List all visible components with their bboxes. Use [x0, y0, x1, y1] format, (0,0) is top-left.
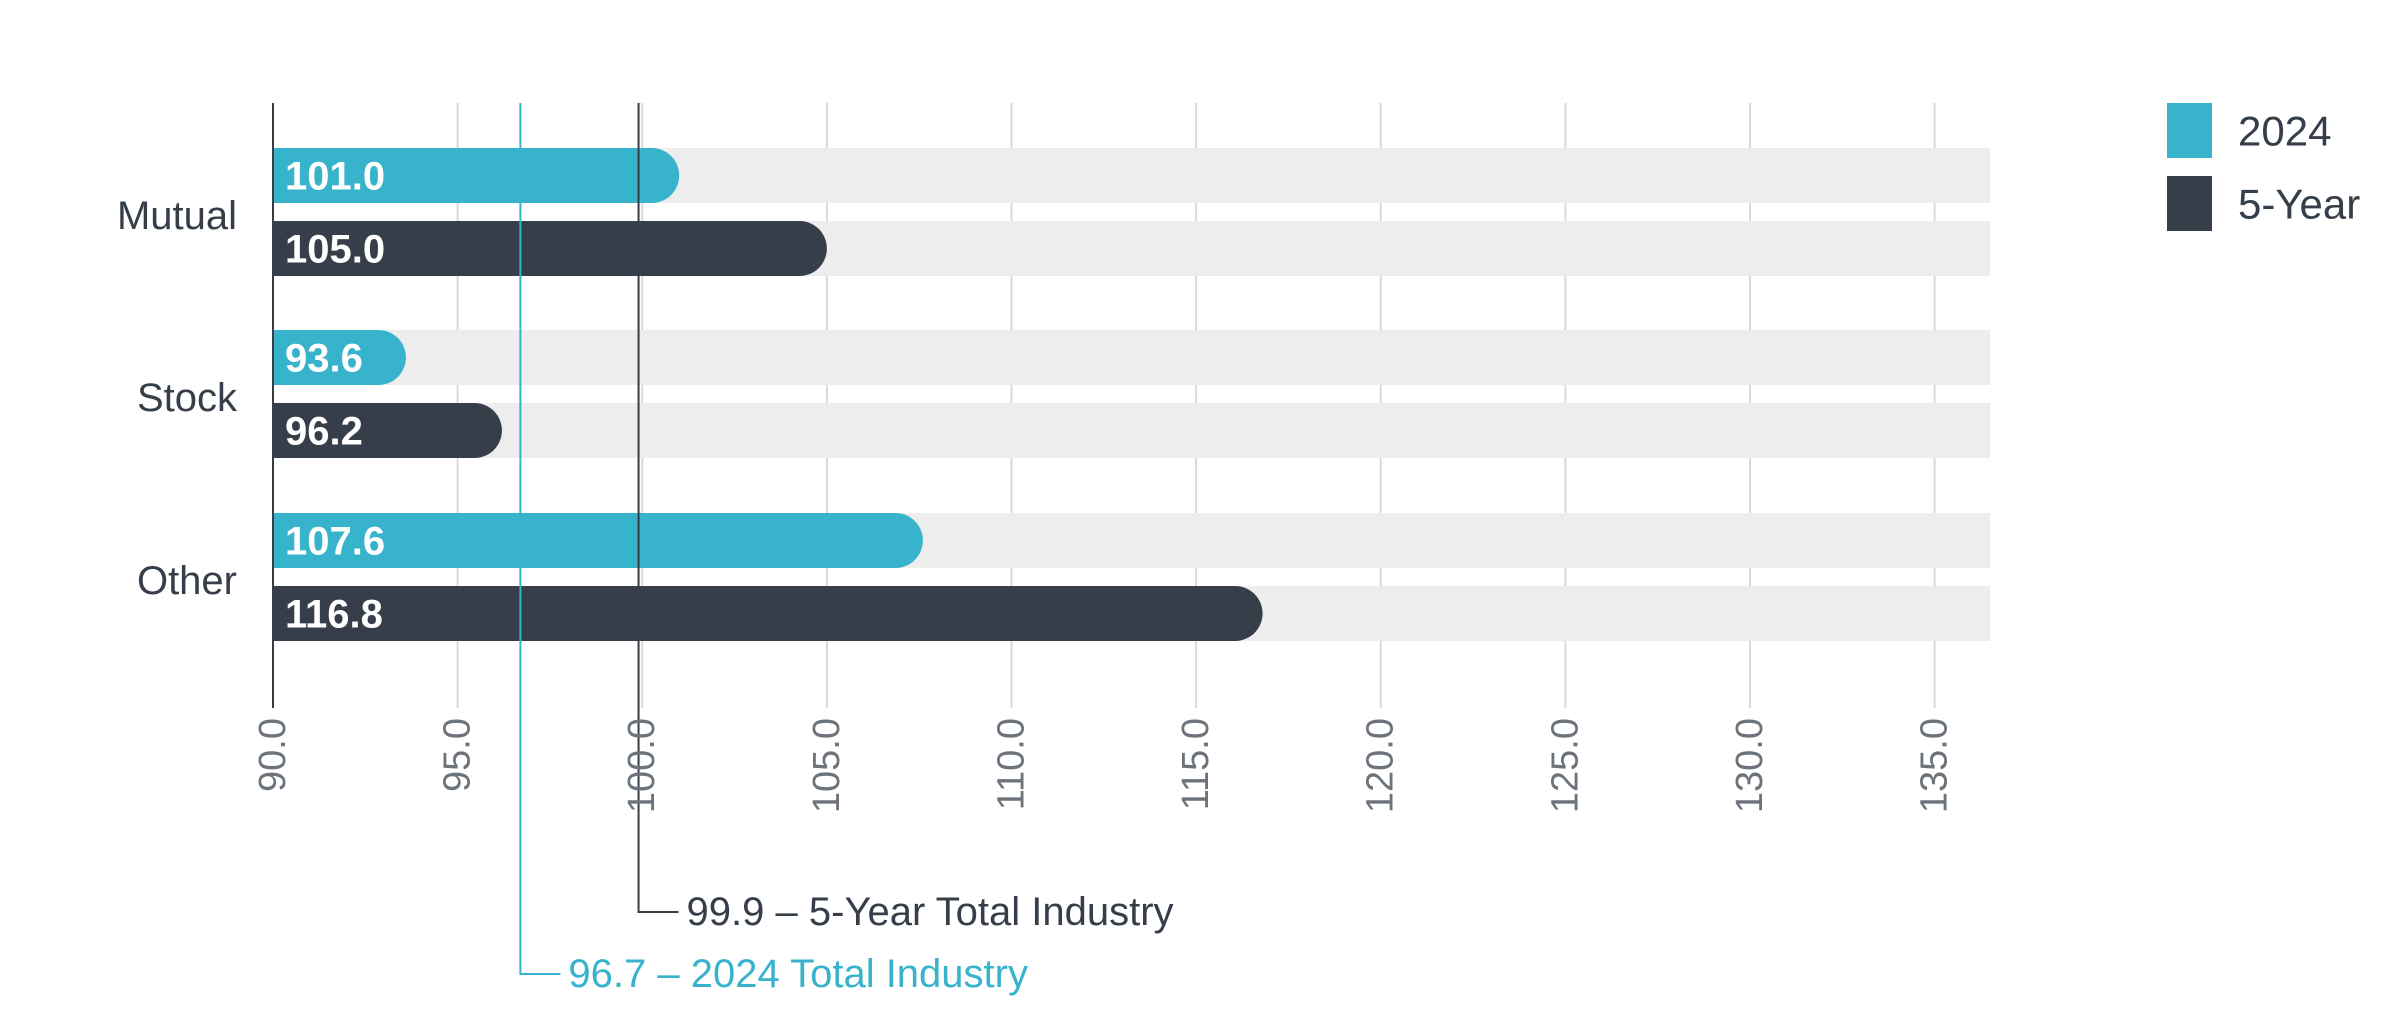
- legend-label: 5-Year: [2238, 181, 2360, 228]
- bar: [273, 330, 406, 385]
- data-label: 116.8: [285, 593, 383, 637]
- bar-track: [273, 403, 1990, 458]
- data-label: 93.6: [285, 337, 363, 381]
- x-tick-label: 105.0: [806, 718, 848, 813]
- legend-label: 2024: [2238, 108, 2331, 155]
- bar: [273, 513, 923, 568]
- category-label: Stock: [137, 376, 238, 420]
- legend: 2024 5-Year: [2167, 103, 2360, 231]
- x-tick-label: 120.0: [1360, 718, 1402, 813]
- bar-track: [273, 330, 1990, 385]
- category-label: Mutual: [117, 194, 237, 238]
- x-tick-label: 100.0: [621, 718, 663, 813]
- category-label: Other: [137, 559, 237, 603]
- x-tick-labels: 90.0 95.0 100.0 105.0 110.0 115.0 120.0 125.0 13…: [252, 718, 1956, 813]
- reference-lines: 99.9 – 5-Year Total Industry 96.7 – 2024 …: [519, 103, 1174, 996]
- bar: [273, 586, 1263, 641]
- x-tick-label: 115.0: [1175, 718, 1217, 810]
- bars: 101.0 105.0 93.6 96.2 107.6 116.8: [273, 148, 1263, 641]
- reference-label: 96.7 – 2024 Total Industry: [568, 952, 1028, 996]
- x-tick-label: 135.0: [1914, 718, 1956, 813]
- legend-swatch: [2167, 103, 2212, 158]
- x-tick-label: 125.0: [1544, 718, 1586, 813]
- x-tick-label: 95.0: [437, 718, 479, 792]
- data-label: 96.2: [285, 410, 363, 454]
- data-label: 101.0: [285, 155, 385, 199]
- bar: [273, 403, 502, 458]
- reference-line: [637, 103, 679, 913]
- x-tick-label: 110.0: [990, 718, 1032, 810]
- category-labels: Mutual Stock Other: [117, 194, 238, 603]
- reference-label: 99.9 – 5-Year Total Industry: [687, 890, 1174, 934]
- bar: [273, 221, 827, 276]
- reference-line: [519, 103, 561, 975]
- data-label: 107.6: [285, 520, 385, 564]
- x-tick-label: 90.0: [252, 718, 294, 792]
- bar: [273, 148, 680, 203]
- x-tick-label: 130.0: [1729, 718, 1771, 813]
- legend-swatch: [2167, 176, 2212, 231]
- data-label: 105.0: [285, 228, 385, 272]
